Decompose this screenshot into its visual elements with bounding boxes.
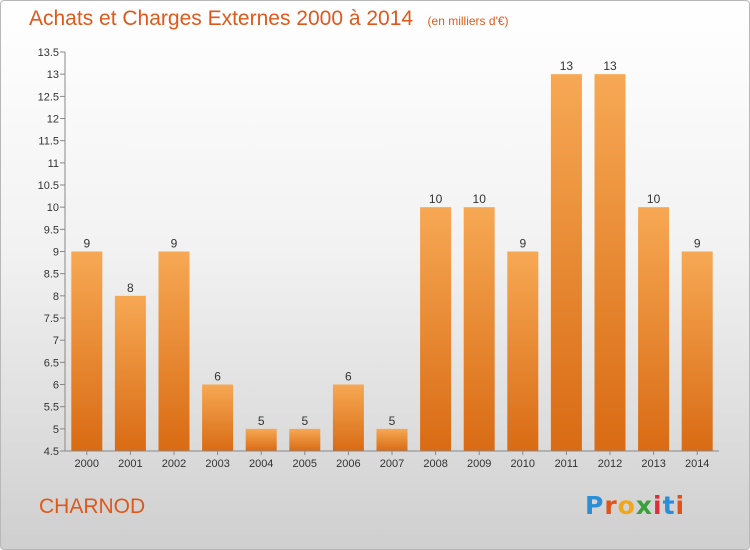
x-tick-label: 2001 (118, 458, 142, 470)
bar-2007 (376, 428, 408, 451)
bar-2009 (463, 207, 495, 451)
bar-2003 (202, 384, 234, 451)
x-axis: 2000 2001 2002 2003 2004 2005 2006 2007 2008 2009… (65, 450, 719, 470)
bar-2000 (71, 251, 103, 451)
y-tick-label: 11.5 (38, 136, 59, 148)
x-tick-label: 2014 (685, 458, 709, 470)
logo-letter: i (675, 491, 686, 520)
value-label: 5 (389, 414, 396, 428)
x-tick-label: 2010 (511, 458, 535, 470)
bar-2001 (114, 295, 146, 451)
chart-title: Achats et Charges Externes 2000 à 2014 (29, 7, 414, 30)
value-label: 6 (214, 370, 221, 384)
value-label: 9 (171, 237, 178, 251)
y-tick-label: 12 (47, 114, 59, 126)
logo-letter: P (585, 491, 605, 520)
bar-2004 (245, 428, 277, 451)
x-tick-label: 2008 (423, 458, 447, 470)
bar-2011 (550, 74, 582, 452)
y-tick-label: 9.5 (44, 224, 59, 236)
value-label: 5 (301, 414, 308, 428)
value-label: 8 (127, 281, 134, 295)
y-axis: 4.5 5 5.5 6 6.5 7 7.5 8 8.5 9 9.5 10 10.5 11 11.5 12 12.… (38, 47, 66, 458)
y-tick-label: 7 (53, 335, 59, 347)
x-tick-label: 2009 (467, 458, 491, 470)
y-tick-label: 11 (48, 158, 59, 170)
bar-2010 (507, 251, 539, 451)
value-label: 9 (694, 237, 701, 251)
bars-group: 9 8 9 6 5 5 6 5 10 10 9 13 13 10 9 (71, 59, 713, 452)
value-label: 10 (647, 192, 661, 206)
x-tick-label: 2007 (380, 458, 404, 470)
y-tick-label: 5.5 (44, 402, 59, 414)
x-tick-label: 2005 (293, 458, 317, 470)
value-label: 9 (519, 237, 526, 251)
proxiti-logo: Proxiti (585, 491, 685, 520)
value-label: 13 (603, 59, 617, 73)
x-tick-label: 2003 (205, 458, 229, 470)
value-label: 5 (258, 414, 265, 428)
logo-letter: x (635, 491, 653, 520)
x-tick-label: 2002 (162, 458, 186, 470)
value-label: 10 (473, 192, 487, 206)
x-tick-label: 2000 (75, 458, 99, 470)
y-tick-label: 6.5 (44, 357, 59, 369)
logo-letter: o (617, 491, 636, 520)
y-tick-label: 8.5 (44, 269, 59, 281)
title-row: Achats et Charges Externes 2000 à 2014 (… (29, 7, 509, 31)
town-name: CHARNOD (39, 495, 146, 518)
y-tick-label: 7.5 (44, 313, 59, 325)
y-tick-label: 13.5 (38, 47, 59, 59)
y-tick-label: 12.5 (38, 91, 59, 103)
bar-2008 (420, 207, 452, 451)
bar-2012 (594, 74, 626, 452)
value-label: 13 (560, 59, 574, 73)
x-tick-label: 2011 (555, 458, 579, 470)
logo-letter: i (653, 491, 663, 520)
x-tick-label: 2004 (249, 458, 273, 470)
value-label: 10 (429, 192, 443, 206)
y-tick-label: 13 (47, 69, 59, 81)
bar-2014 (681, 251, 713, 451)
y-tick-label: 9 (53, 247, 59, 259)
logo-letter: r (604, 491, 618, 520)
y-tick-label: 4.5 (44, 446, 59, 458)
value-label: 6 (345, 370, 352, 384)
bar-2013 (638, 207, 670, 451)
x-tick-label: 2013 (641, 458, 665, 470)
y-tick-label: 5 (53, 424, 59, 436)
bar-2005 (289, 428, 321, 451)
value-label: 9 (83, 237, 90, 251)
bar-2002 (158, 251, 190, 451)
chart-unit: (en milliers d'€) (427, 14, 509, 28)
bar-2006 (332, 384, 364, 451)
y-tick-label: 6 (53, 380, 59, 392)
logo-letter: t (662, 491, 676, 520)
y-tick-label: 10 (47, 202, 59, 214)
y-tick-label: 8 (53, 291, 59, 303)
x-tick-label: 2012 (598, 458, 622, 470)
y-tick-label: 10.5 (38, 180, 59, 192)
x-tick-label: 2006 (336, 458, 360, 470)
